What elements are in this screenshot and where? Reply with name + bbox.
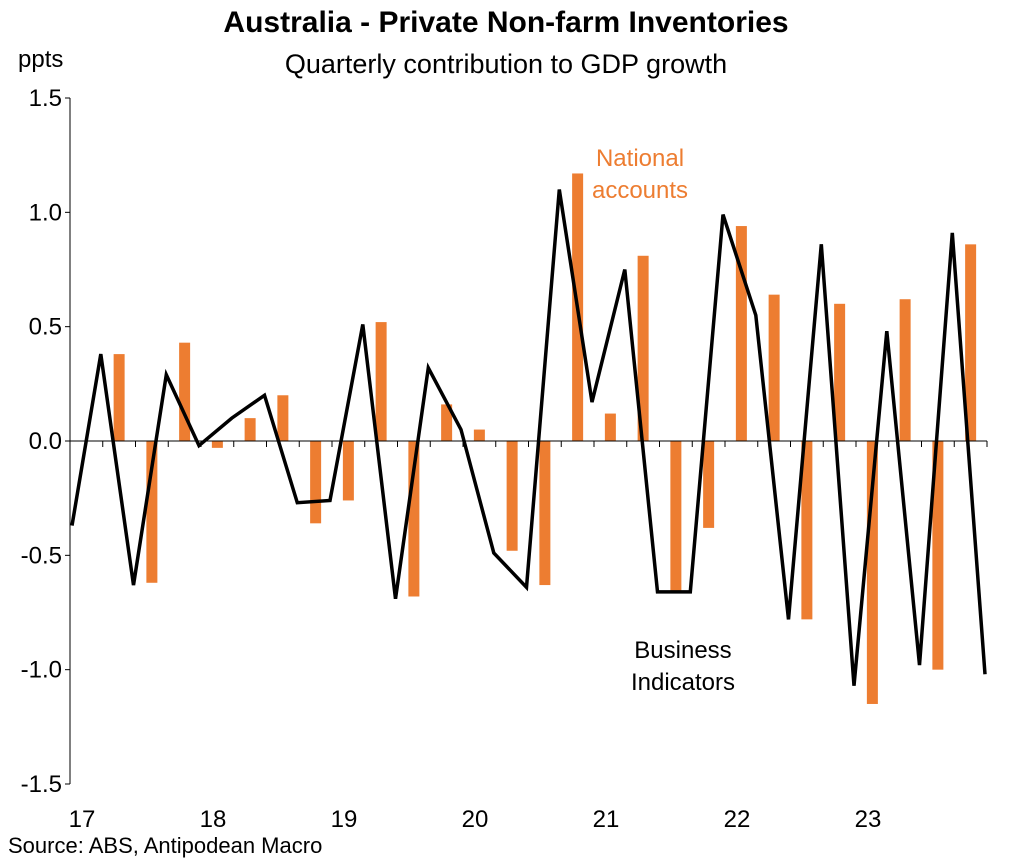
bar-2022Q3: [801, 441, 813, 620]
x-tick-label: 17: [69, 806, 96, 833]
x-tick-label: 20: [462, 806, 489, 833]
bar-2022Q1: [735, 226, 747, 441]
bar-2022Q2: [768, 294, 780, 441]
bar-2019Q3: [408, 441, 420, 597]
bar-2021Q1: [604, 413, 616, 441]
x-tick-label: 23: [855, 806, 882, 833]
bar-2019Q2: [375, 322, 387, 441]
business-indicators-line: [70, 189, 987, 686]
x-tick-label: 19: [331, 806, 358, 833]
business-indicators-label: Business Indicators: [631, 637, 735, 696]
y-tick-label: -1.0: [21, 657, 62, 684]
business-indicators-label-line: Business: [634, 637, 731, 664]
bar-2018Q2: [244, 418, 256, 441]
bar-2020Q2: [506, 441, 518, 551]
bar-2023Q1: [866, 441, 878, 704]
bar-2018Q3: [277, 395, 289, 441]
bar-2021Q2: [637, 255, 649, 441]
bar-2022Q4: [834, 303, 846, 441]
bar-2023Q3: [932, 441, 944, 670]
bar-2021Q3: [670, 441, 682, 592]
y-tick-label: 1.0: [29, 199, 62, 226]
x-tick-label: 22: [724, 806, 751, 833]
bar-2023Q4: [965, 244, 977, 441]
business-indicators-line-group: [70, 189, 987, 686]
source-note: Source: ABS, Antipodean Macro: [8, 833, 323, 858]
y-tick-label: 1.5: [29, 85, 62, 112]
national-accounts-label-line: accounts: [592, 177, 688, 204]
bar-2017Q2: [113, 354, 125, 441]
bar-2017Q3: [146, 441, 158, 583]
bar-2023Q2: [899, 299, 911, 441]
bar-2018Q1: [211, 441, 223, 448]
bar-2021Q4: [703, 441, 715, 528]
series-annotations: National accounts Business Indicators: [592, 145, 735, 696]
y-tick-label: -1.5: [21, 771, 62, 798]
y-axis-label: ppts: [18, 46, 64, 73]
bar-2020Q1: [473, 429, 485, 441]
chart-title: Australia - Private Non-farm Inventories: [223, 6, 789, 39]
business-indicators-label-line: Indicators: [631, 669, 735, 696]
national-accounts-bars: [113, 173, 977, 704]
x-tick-label: 21: [593, 806, 620, 833]
y-tick-label: -0.5: [21, 542, 62, 569]
bar-2019Q4: [441, 404, 453, 441]
national-accounts-label-line: National: [596, 145, 684, 172]
x-tick-label: 18: [200, 806, 227, 833]
national-accounts-label: National accounts: [592, 145, 688, 204]
bar-2020Q3: [539, 441, 551, 586]
bar-2017Q4: [179, 342, 191, 441]
bar-2018Q4: [310, 441, 322, 524]
chart-subtitle: Quarterly contribution to GDP growth: [284, 49, 728, 79]
y-tick-label: 0.0: [29, 428, 62, 455]
bar-2019Q1: [342, 441, 354, 501]
tick-labels: -1.5 -1.0 -0.5 0.0 0.5 1.0 1.5 17 18 19 20 21 22 23: [21, 85, 882, 833]
y-tick-label: 0.5: [29, 314, 62, 341]
